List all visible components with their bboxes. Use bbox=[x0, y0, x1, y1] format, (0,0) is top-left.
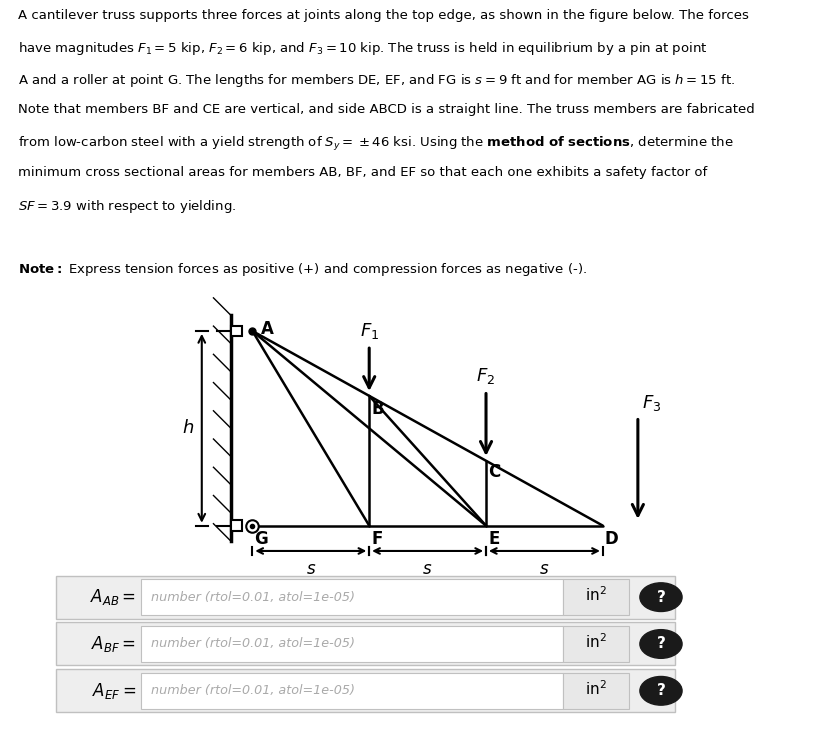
Bar bbox=[56, 669, 675, 712]
Bar bbox=[141, 626, 562, 662]
Text: Note that members BF and CE are vertical, and side ABCD is a straight line. The : Note that members BF and CE are vertical… bbox=[18, 103, 755, 117]
Bar bbox=[562, 672, 629, 709]
Text: in$^2$: in$^2$ bbox=[585, 679, 606, 698]
Bar bbox=[56, 622, 675, 666]
Text: $A_{BF} = $: $A_{BF} = $ bbox=[91, 634, 136, 654]
Circle shape bbox=[640, 676, 682, 705]
Bar bbox=[141, 579, 562, 616]
Text: A cantilever truss supports three forces at joints along the top edge, as shown : A cantilever truss supports three forces… bbox=[18, 9, 749, 22]
Text: $F_2$: $F_2$ bbox=[476, 366, 495, 386]
Text: G: G bbox=[255, 530, 268, 548]
Text: $A_{AB} = $: $A_{AB} = $ bbox=[90, 587, 136, 607]
Text: number (rtol=0.01, atol=1e-05): number (rtol=0.01, atol=1e-05) bbox=[151, 591, 356, 604]
Bar bbox=[56, 576, 675, 619]
Circle shape bbox=[640, 583, 682, 612]
Text: A: A bbox=[261, 320, 274, 338]
Bar bbox=[562, 626, 629, 662]
Text: in$^2$: in$^2$ bbox=[585, 586, 606, 604]
Text: F: F bbox=[371, 530, 383, 548]
Text: h: h bbox=[183, 420, 194, 438]
Text: $SF = 3.9$ with respect to yielding.: $SF = 3.9$ with respect to yielding. bbox=[18, 198, 237, 215]
Text: E: E bbox=[488, 530, 500, 548]
Text: $F_1$: $F_1$ bbox=[360, 321, 379, 340]
Bar bbox=[231, 520, 241, 531]
Bar bbox=[562, 579, 629, 616]
Text: $A_{EF} = $: $A_{EF} = $ bbox=[92, 681, 136, 701]
Text: $F_3$: $F_3$ bbox=[642, 393, 661, 413]
Circle shape bbox=[640, 630, 682, 658]
Text: s: s bbox=[540, 560, 549, 577]
Text: B: B bbox=[371, 399, 384, 417]
Text: s: s bbox=[423, 560, 432, 577]
Text: D: D bbox=[605, 530, 619, 548]
Text: ?: ? bbox=[657, 684, 666, 699]
Bar bbox=[231, 325, 241, 337]
Text: ?: ? bbox=[657, 589, 666, 604]
Text: number (rtol=0.01, atol=1e-05): number (rtol=0.01, atol=1e-05) bbox=[151, 684, 356, 697]
Text: in$^2$: in$^2$ bbox=[585, 632, 606, 651]
Text: have magnitudes $F_1 = 5$ kip, $F_2 = 6$ kip, and $F_3 = 10$ kip. The truss is h: have magnitudes $F_1 = 5$ kip, $F_2 = 6$… bbox=[18, 40, 707, 58]
Text: C: C bbox=[488, 463, 500, 481]
Text: minimum cross sectional areas for members AB, BF, and EF so that each one exhibi: minimum cross sectional areas for member… bbox=[18, 167, 707, 180]
Text: from low-carbon steel with a yield strength of $S_y = \pm46$ ksi. Using the $\ma: from low-carbon steel with a yield stren… bbox=[18, 135, 734, 153]
Text: $\mathbf{Note:}$ Express tension forces as positive (+) and compression forces a: $\mathbf{Note:}$ Express tension forces … bbox=[18, 261, 587, 278]
Bar bbox=[141, 672, 562, 709]
Text: ?: ? bbox=[657, 637, 666, 652]
Text: s: s bbox=[307, 560, 315, 577]
Text: number (rtol=0.01, atol=1e-05): number (rtol=0.01, atol=1e-05) bbox=[151, 637, 356, 651]
Text: A and a roller at point G. The lengths for members DE, EF, and FG is $s = 9$ ft : A and a roller at point G. The lengths f… bbox=[18, 72, 735, 89]
